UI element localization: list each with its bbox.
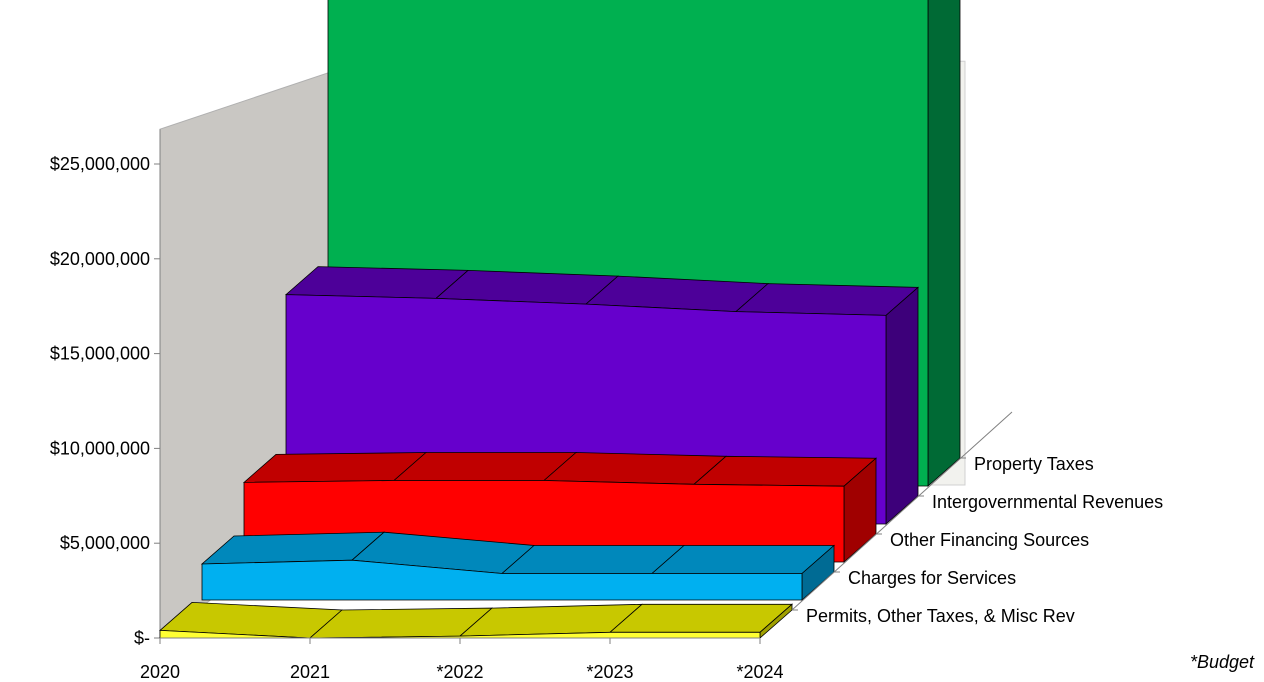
x-tick-label-0: 2020 [140, 662, 180, 682]
x-tick-label-4: *2024 [736, 662, 783, 682]
budget-footnote: *Budget [1189, 652, 1254, 672]
x-tick-label-2: *2022 [436, 662, 483, 682]
y-tick-label-4: $20,000,000 [50, 249, 150, 269]
x-tick-label-1: 2021 [290, 662, 330, 682]
x-axis: 2020 2021 *2022 *2023 *2024 [140, 637, 784, 682]
depth-label-4: Property Taxes [974, 454, 1094, 474]
series-3-top-0 [284, 266, 470, 299]
y-tick-label-1: $5,000,000 [60, 533, 150, 553]
y-tick-label-3: $15,000,000 [50, 344, 150, 364]
series-0 [158, 601, 794, 639]
y-axis: $- $5,000,000 $10,000,000 $15,000,000 $20,00… [50, 129, 161, 648]
y-tick-label-0: $- [134, 628, 150, 648]
series-layer [158, 0, 961, 639]
depth-label-1: Charges for Services [848, 568, 1016, 588]
depth-label-3: Intergovernmental Revenues [932, 492, 1163, 512]
x-tick-label-3: *2023 [586, 662, 633, 682]
depth-label-0: Permits, Other Taxes, & Misc Rev [806, 606, 1075, 626]
series-3-top-3 [734, 283, 920, 316]
y-tick-label-5: $25,000,000 [50, 154, 150, 174]
series-3-side [885, 286, 919, 525]
y-tick-label-2: $10,000,000 [50, 438, 150, 458]
depth-axis-legend: Permits, Other Taxes, & Misc Rev Charges … [791, 411, 1163, 626]
series-1 [200, 531, 836, 601]
series-1-front [201, 559, 803, 601]
depth-label-2: Other Financing Sources [890, 530, 1089, 550]
series-4-side [927, 0, 961, 487]
depth-axis-line [791, 411, 1013, 611]
series-2-top-2 [542, 452, 728, 485]
